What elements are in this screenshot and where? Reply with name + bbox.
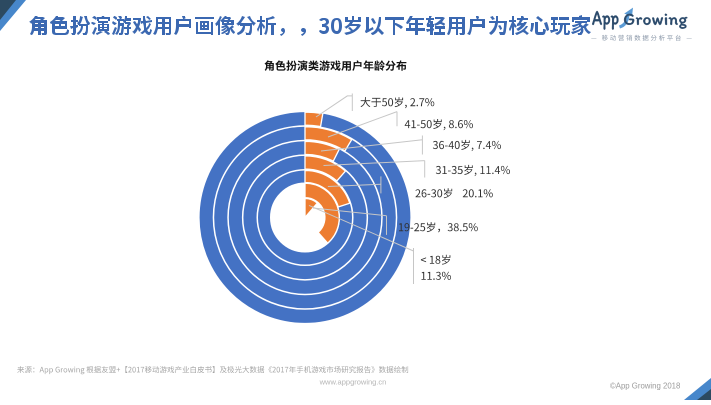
svg-text:www.appgrowing.cn: www.appgrowing.cn: [319, 377, 387, 386]
svg-text:©App Growing 2018: ©App Growing 2018: [610, 381, 680, 390]
